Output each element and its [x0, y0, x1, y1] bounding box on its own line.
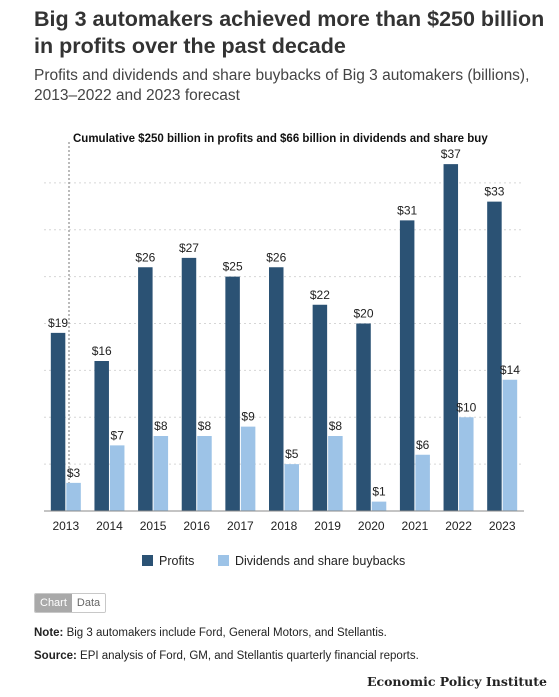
profits-bar-2022 — [443, 164, 459, 511]
x-tick-label-2015: 2015 — [140, 519, 167, 533]
x-tick-label-2019: 2019 — [314, 519, 341, 533]
legend-swatch-profits — [142, 555, 153, 566]
dividends-bar-2020 — [371, 501, 387, 511]
profits-bar-2015 — [138, 267, 153, 511]
data-view-button[interactable]: Data — [71, 594, 106, 612]
dividends-bar-2016 — [197, 436, 212, 511]
profits-value-label-2016: $27 — [179, 241, 199, 255]
gridlines — [44, 182, 524, 465]
publisher-logo: Economic Policy Institute — [366, 674, 547, 689]
legend-label-dividends: Dividends and share buybacks — [235, 554, 405, 568]
profits-value-label-2022: $37 — [441, 147, 461, 161]
x-tick-label-2016: 2016 — [183, 519, 210, 533]
source-text: EPI analysis of Ford, GM, and Stellantis… — [76, 650, 419, 662]
dividends-bar-2017 — [240, 426, 256, 511]
profits-bar-2017 — [225, 276, 240, 511]
x-tick-label-2014: 2014 — [96, 519, 123, 533]
dividends-bar-2019 — [328, 436, 343, 511]
legend-swatch-dividends — [218, 555, 229, 566]
profits-value-label-2021: $31 — [397, 203, 417, 217]
legend[interactable]: Profits Dividends and share buybacks — [142, 554, 405, 568]
bars — [50, 164, 518, 511]
x-tick-label-2022: 2022 — [445, 519, 472, 533]
profits-bar-2018 — [269, 267, 284, 511]
dividends-value-label-2016: $8 — [198, 419, 212, 433]
view-toggle[interactable]: Chart Data — [34, 593, 107, 613]
profits-value-label-2020: $20 — [354, 307, 374, 321]
dividends-value-label-2021: $6 — [416, 438, 430, 452]
x-tick-label-2017: 2017 — [227, 519, 254, 533]
note-text: Big 3 automakers include Ford, General M… — [63, 627, 387, 639]
profits-bar-2016 — [181, 257, 197, 511]
dividends-value-label-2022: $10 — [456, 400, 476, 414]
profits-bar-2013 — [50, 332, 66, 511]
chart-note: Note: Big 3 automakers include Ford, Gen… — [34, 627, 387, 639]
profits-value-label-2013: $19 — [48, 316, 68, 330]
profits-bar-2023 — [487, 201, 502, 511]
legend-label-profits: Profits — [159, 554, 194, 568]
x-tick-label-2021: 2021 — [402, 519, 429, 533]
profits-value-label-2015: $26 — [135, 250, 155, 264]
profits-bar-2014 — [94, 361, 109, 511]
dividends-value-label-2018: $5 — [285, 447, 299, 461]
dividends-bar-2018 — [284, 464, 299, 511]
chart-view-button[interactable]: Chart — [35, 594, 72, 612]
profits-value-label-2019: $22 — [310, 288, 330, 302]
chart-annotation: Cumulative $250 billion in profits and $… — [73, 133, 488, 145]
profits-bar-2019 — [312, 304, 328, 511]
dividends-value-label-2020: $1 — [372, 485, 386, 499]
x-tick-label-2013: 2013 — [52, 519, 79, 533]
profits-value-label-2014: $16 — [92, 344, 112, 358]
profits-bar-2021 — [399, 220, 415, 511]
chart-subtitle: Profits and dividends and share buybacks… — [34, 67, 530, 104]
dividends-bar-2022 — [459, 417, 474, 511]
x-tick-label-2023: 2023 — [489, 519, 516, 533]
dividends-value-label-2015: $8 — [154, 419, 168, 433]
profits-value-label-2017: $25 — [223, 260, 243, 274]
dividends-value-label-2019: $8 — [329, 419, 343, 433]
profits-bar-2020 — [356, 323, 371, 511]
dividends-value-label-2017: $9 — [241, 410, 255, 424]
chart-source: Source: EPI analysis of Ford, GM, and St… — [34, 650, 419, 662]
note-label: Note: — [34, 627, 64, 639]
x-tick-label-2018: 2018 — [271, 519, 298, 533]
bar-chart: Cumulative $250 billion in profits and $… — [44, 133, 524, 568]
x-tick-labels: 2013 2014 2015 2016 2017 2018 2019 2020 2021 2022… — [52, 519, 515, 533]
profits-value-label-2018: $26 — [266, 250, 286, 264]
dividends-value-label-2023: $14 — [500, 363, 520, 377]
value-labels: $19 $3 $16 $7 $26 $8 $27 $8 $25 $9 $26 $5 $22 $8 $20 $1… — [48, 147, 520, 499]
chart-title: Big 3 automakers achieved more than $250… — [34, 7, 545, 58]
dividends-bar-2014 — [109, 445, 125, 511]
dividends-bar-2023 — [502, 379, 518, 511]
dividends-bar-2013 — [66, 482, 81, 511]
profits-value-label-2023: $33 — [484, 185, 504, 199]
dividends-bar-2015 — [153, 436, 169, 511]
source-label: Source: — [34, 650, 77, 662]
dividends-value-label-2014: $7 — [111, 428, 125, 442]
x-tick-label-2020: 2020 — [358, 519, 385, 533]
dividends-bar-2021 — [415, 454, 430, 511]
dividends-value-label-2013: $3 — [67, 466, 81, 480]
